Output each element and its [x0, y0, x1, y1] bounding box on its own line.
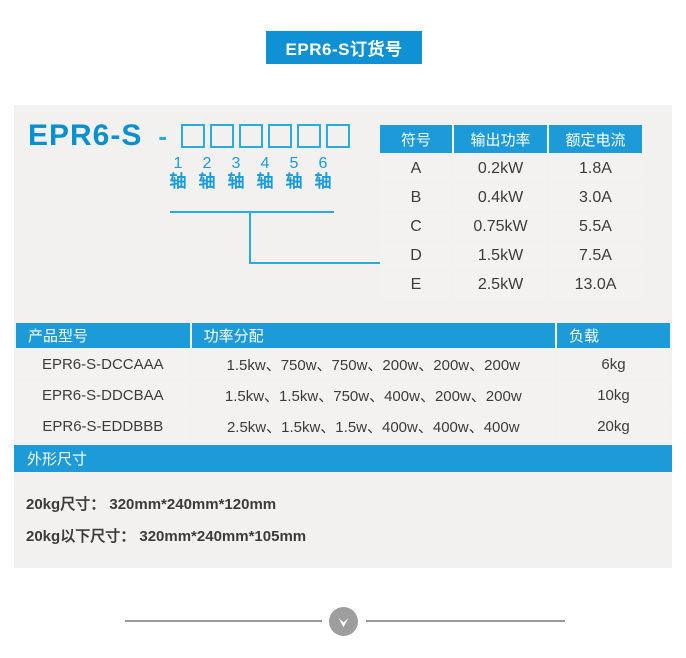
product-2-load: 10kg: [556, 381, 670, 410]
axis-5-label: 轴: [285, 172, 303, 191]
spec-b-current: 3.0A: [549, 184, 642, 211]
digit-box-4: [268, 124, 293, 148]
spec-header-symbol: 符号: [380, 125, 452, 153]
spec-e-symbol: E: [380, 271, 452, 298]
spec-a-power: 0.2kW: [454, 155, 547, 182]
spec-c-power: 0.75kW: [454, 213, 547, 240]
spec-e-current: 13.0A: [549, 271, 642, 298]
axis-4: 4 轴: [253, 155, 277, 191]
connector-line-horizontal-bottom: [249, 262, 381, 264]
spec-e-power: 2.5kW: [454, 271, 547, 298]
digit-box-3: [239, 124, 264, 148]
spec-row-b: B 0.4kW 3.0A: [380, 184, 642, 211]
spec-a-symbol: A: [380, 155, 452, 182]
axis-6-number: 6: [318, 155, 328, 172]
spec-row-e: E 2.5kW 13.0A: [380, 271, 642, 298]
product-3-allocation: 2.5kw、1.5kw、1.5w、400w、400w、400w: [191, 412, 555, 441]
axis-2: 2 轴: [195, 155, 219, 191]
model-number-diagram: EPR6-S -: [28, 119, 351, 153]
product-1-load: 6kg: [556, 350, 670, 379]
product-row-3: EPR6-S-EDDBBB 2.5kw、1.5kw、1.5w、400w、400w…: [16, 412, 670, 441]
spec-b-symbol: B: [380, 184, 452, 211]
model-prefix: EPR6-S: [28, 119, 143, 152]
spec-header-current: 额定电流: [549, 125, 642, 153]
model-separator: -: [158, 120, 168, 151]
axis-4-number: 4: [260, 155, 270, 172]
axis-6: 6 轴: [311, 155, 335, 191]
axis-labels-row: 1 轴 2 轴 3 轴 4 轴 5 轴 6 轴: [166, 155, 340, 191]
product-2-allocation: 1.5kw、1.5kw、750w、400w、200w、200w: [191, 381, 555, 410]
symbol-spec-table: 符号 输出功率 额定电流 A 0.2kW 1.8A B 0.4kW 3.0A C: [378, 123, 644, 300]
product-header-row: 产品型号 功率分配 负载: [16, 323, 670, 348]
spec-b-power: 0.4kW: [454, 184, 547, 211]
axis-5: 5 轴: [282, 155, 306, 191]
model-digit-boxes: [181, 124, 351, 148]
axis-2-number: 2: [202, 155, 212, 172]
spec-d-power: 1.5kW: [454, 242, 547, 269]
axis-1: 1 轴: [166, 155, 190, 191]
spec-row-c: C 0.75kW 5.5A: [380, 213, 642, 240]
spec-header-row: 符号 输出功率 额定电流: [380, 125, 642, 153]
expand-more-button[interactable]: [329, 607, 358, 636]
chevron-down-icon: [335, 613, 352, 630]
product-1-allocation: 1.5kw、750w、750w、200w、200w、200w: [191, 350, 555, 379]
dimension-line-under-20kg: 20kg以下尺寸： 320mm*240mm*105mm: [26, 528, 307, 545]
product-row-2: EPR6-S-DDCBAA 1.5kw、1.5kw、750w、400w、200w…: [16, 381, 670, 410]
digit-box-1: [181, 124, 206, 148]
product-2-model: EPR6-S-DDCBAA: [16, 381, 190, 410]
axis-4-label: 轴: [256, 172, 274, 191]
axis-6-label: 轴: [314, 172, 332, 191]
product-3-load: 20kg: [556, 412, 670, 441]
spec-a-current: 1.8A: [549, 155, 642, 182]
product-3-model: EPR6-S-EDDBBB: [16, 412, 190, 441]
spec-header-power: 输出功率: [454, 125, 547, 153]
footer-divider-right: [366, 620, 565, 622]
axis-3: 3 轴: [224, 155, 248, 191]
footer-divider-left: [125, 620, 322, 622]
axis-3-label: 轴: [227, 172, 245, 191]
page-title-badge: EPR6-S订货号: [266, 31, 422, 64]
axis-1-label: 轴: [169, 172, 187, 191]
product-1-model: EPR6-S-DCCAAA: [16, 350, 190, 379]
product-header-load: 负载: [556, 323, 670, 348]
spec-c-current: 5.5A: [549, 213, 642, 240]
spec-d-symbol: D: [380, 242, 452, 269]
digit-box-5: [297, 124, 322, 148]
connector-line-horizontal-top: [170, 211, 334, 213]
spec-row-d: D 1.5kW 7.5A: [380, 242, 642, 269]
spec-d-current: 7.5A: [549, 242, 642, 269]
dimension-line-20kg: 20kg尺寸： 320mm*240mm*120mm: [26, 496, 277, 513]
axis-2-label: 轴: [198, 172, 216, 191]
digit-box-2: [210, 124, 235, 148]
axis-3-number: 3: [231, 155, 241, 172]
dimensions-section-header: 外形尺寸: [14, 445, 672, 472]
digit-box-6: [326, 124, 351, 148]
product-header-model: 产品型号: [16, 323, 190, 348]
axis-1-number: 1: [173, 155, 183, 172]
product-row-1: EPR6-S-DCCAAA 1.5kw、750w、750w、200w、200w、…: [16, 350, 670, 379]
spec-row-a: A 0.2kW 1.8A: [380, 155, 642, 182]
connector-line-vertical: [249, 211, 251, 264]
spec-c-symbol: C: [380, 213, 452, 240]
product-model-table: 产品型号 功率分配 负载 EPR6-S-DCCAAA 1.5kw、750w、75…: [14, 321, 672, 443]
order-info-card: EPR6-S - 1 轴 2 轴 3 轴: [14, 105, 672, 568]
axis-5-number: 5: [289, 155, 299, 172]
product-header-allocation: 功率分配: [191, 323, 555, 348]
